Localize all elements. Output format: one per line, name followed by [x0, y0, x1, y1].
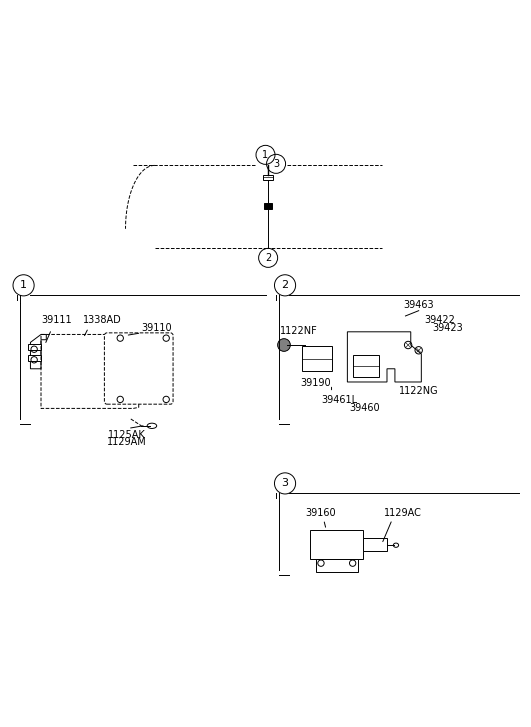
Text: 39463: 39463 — [403, 300, 433, 310]
FancyBboxPatch shape — [353, 355, 379, 377]
Text: 3: 3 — [281, 478, 288, 489]
Text: 2: 2 — [281, 281, 289, 290]
FancyBboxPatch shape — [311, 530, 363, 559]
FancyBboxPatch shape — [264, 204, 272, 209]
Text: 39461L: 39461L — [321, 395, 357, 405]
Text: 1122NF: 1122NF — [280, 326, 318, 336]
FancyBboxPatch shape — [28, 355, 41, 361]
FancyBboxPatch shape — [263, 175, 273, 180]
FancyBboxPatch shape — [105, 333, 173, 404]
Text: 1122NG: 1122NG — [399, 386, 438, 395]
Text: 2: 2 — [265, 253, 271, 263]
Ellipse shape — [393, 543, 399, 547]
Circle shape — [278, 339, 290, 351]
PathPatch shape — [30, 334, 46, 369]
Text: 39111: 39111 — [41, 316, 72, 326]
Ellipse shape — [147, 423, 157, 428]
Text: 39190: 39190 — [300, 378, 330, 388]
Text: 39460: 39460 — [349, 403, 380, 413]
Text: 39422: 39422 — [424, 316, 455, 326]
FancyBboxPatch shape — [316, 559, 358, 572]
Text: 1129AC: 1129AC — [384, 507, 422, 518]
FancyBboxPatch shape — [28, 344, 41, 350]
Text: 1129AM: 1129AM — [107, 438, 147, 447]
FancyBboxPatch shape — [363, 538, 387, 551]
Text: 1338AD: 1338AD — [83, 316, 122, 326]
Text: 1: 1 — [262, 150, 269, 160]
FancyBboxPatch shape — [303, 346, 331, 371]
Text: 39110: 39110 — [141, 323, 172, 333]
Text: 3: 3 — [273, 158, 279, 169]
Text: 1125AK: 1125AK — [108, 430, 146, 440]
Text: 39160: 39160 — [305, 507, 336, 518]
Text: 1: 1 — [20, 281, 27, 290]
Text: 39423: 39423 — [432, 323, 463, 333]
